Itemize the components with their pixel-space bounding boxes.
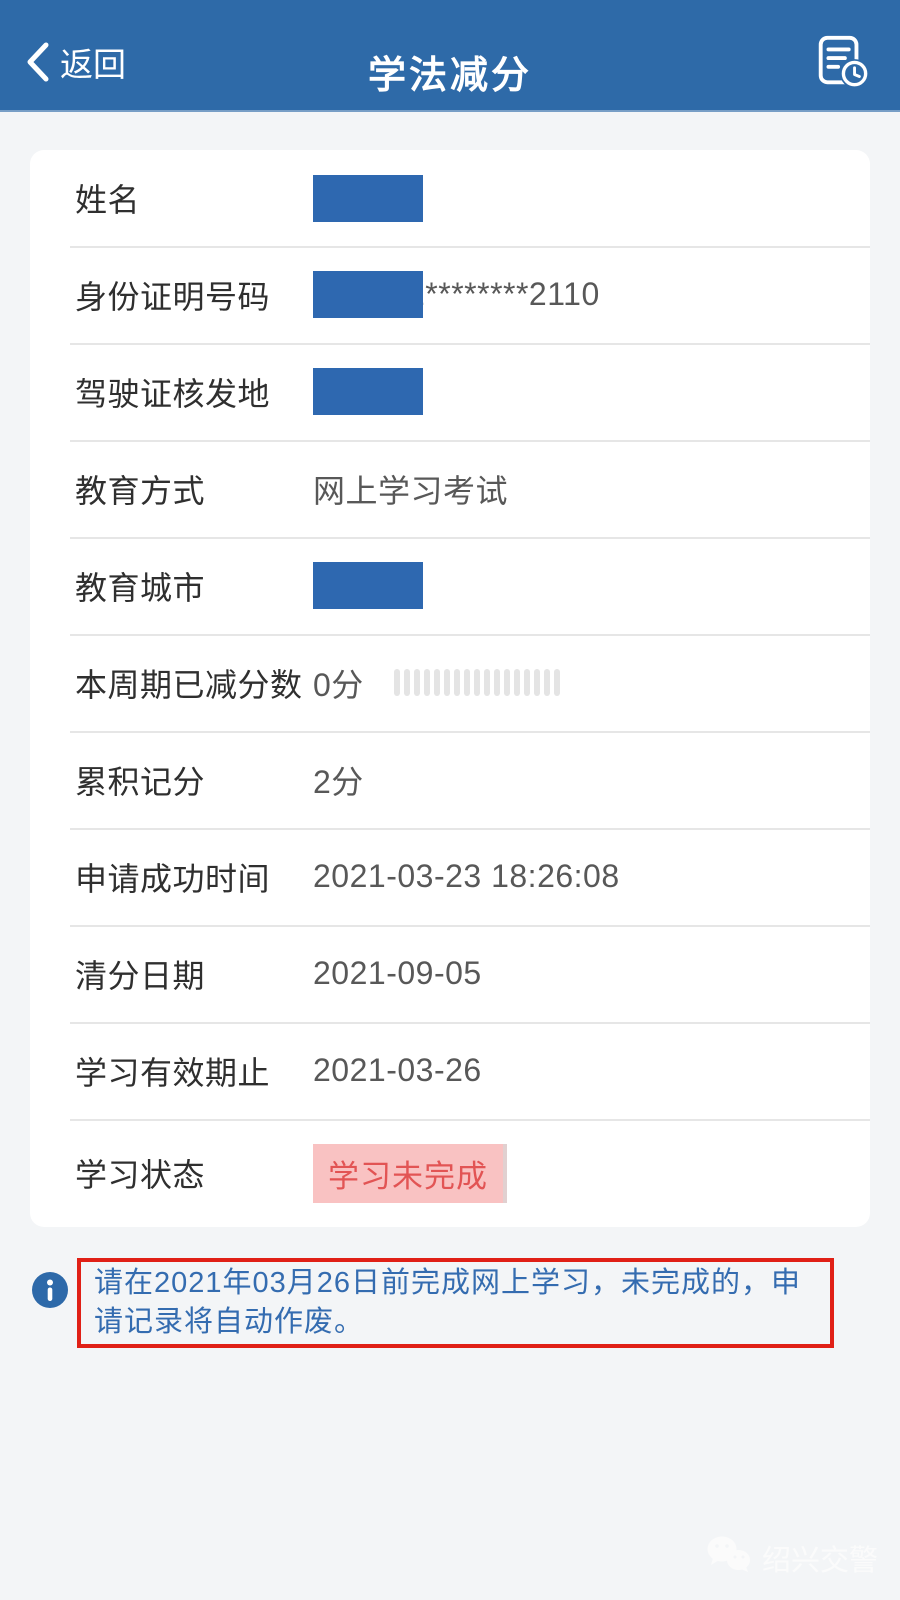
progress-dash-segment [393,669,400,696]
field-value: 0分 [313,666,364,703]
redaction-block [313,562,423,609]
progress-dash-segment [473,669,480,696]
page-title: 学法减分 [367,55,532,97]
field-value: 2分 [313,763,364,800]
field-value: 2********2110 [407,276,600,312]
progress-dash-segment [543,669,550,696]
watermark-text: 绍兴交警 [761,1545,878,1577]
chevron-left-icon [26,41,50,83]
progress-dash-segment [403,669,410,696]
progress-dash-segment [503,669,510,696]
info-icon [32,1272,68,1313]
notice-text: 请在2021年03月26日前完成网上学习，未完成的，申请记录将自动作废。 [77,1258,834,1348]
wechat-logo-icon [705,1534,753,1582]
progress-dash-segment [463,669,470,696]
field-row-name: 姓名 [30,150,870,246]
field-label: 学习状态 [75,1157,206,1193]
progress-dash-segment [453,669,460,696]
redaction-block [313,174,423,222]
field-value: 2021-03-23 18:26:08 [313,858,620,894]
progress-dash-segment [513,669,520,696]
field-value: 2021-09-05 [313,955,482,991]
field-label: 身份证明号码 [75,278,271,315]
progress-dash-segment [483,669,490,696]
field-label: 本周期已减分数 [75,666,303,703]
field-row-apply-time: 申请成功时间 2021-03-23 18:26:08 [30,828,870,925]
progress-dash-segment [443,669,450,696]
field-row-points-reduced: 本周期已减分数 0分 [30,634,870,731]
field-label: 驾驶证核发地 [75,375,271,412]
field-label: 清分日期 [75,957,206,994]
progress-dash-segment [553,669,560,696]
record-history-icon[interactable] [812,32,870,95]
field-row-study-deadline: 学习有效期止 2021-03-26 [30,1022,870,1119]
field-label: 申请成功时间 [75,860,271,897]
field-label: 学习有效期止 [75,1054,271,1091]
back-button[interactable]: 返回 [26,38,126,86]
field-row-education-method: 教育方式 网上学习考试 [30,440,870,537]
detail-card: 姓名 身份证明号码 2********2110 驾驶证核发地 教育方式 网上学习… [30,150,870,1227]
progress-dash-segment [533,669,540,696]
field-label: 教育方式 [75,472,206,509]
watermark: 绍兴交警 [705,1534,878,1582]
redaction-block [313,271,423,318]
back-label: 返回 [60,46,126,83]
field-label: 姓名 [75,182,141,218]
field-row-clear-date: 清分日期 2021-09-05 [30,925,870,1022]
progress-dash-segment [423,669,430,696]
progress-dashes [393,669,560,696]
field-row-education-city: 教育城市 [30,537,870,634]
field-row-accumulated-points: 累积记分 2分 [30,731,870,828]
progress-dash-segment [493,669,500,696]
field-row-id-number: 身份证明号码 2********2110 [30,246,870,343]
nav-bar: 返回 学法减分 [0,0,900,112]
field-label: 累积记分 [75,763,206,800]
field-label: 教育城市 [75,569,206,606]
field-row-license-origin: 驾驶证核发地 [30,343,870,440]
redaction-block [313,368,423,415]
status-badge: 学习未完成 [313,1143,503,1203]
field-row-study-status: 学习状态 学习未完成 [30,1119,870,1227]
progress-dash-segment [523,669,530,696]
deadline-notice: 请在2021年03月26日前完成网上学习，未完成的，申请记录将自动作废。 [32,1258,834,1348]
field-value: 网上学习考试 [313,472,509,509]
field-value: 2021-03-26 [313,1052,482,1088]
progress-dash-segment [433,669,440,696]
progress-dash-segment [413,669,420,696]
